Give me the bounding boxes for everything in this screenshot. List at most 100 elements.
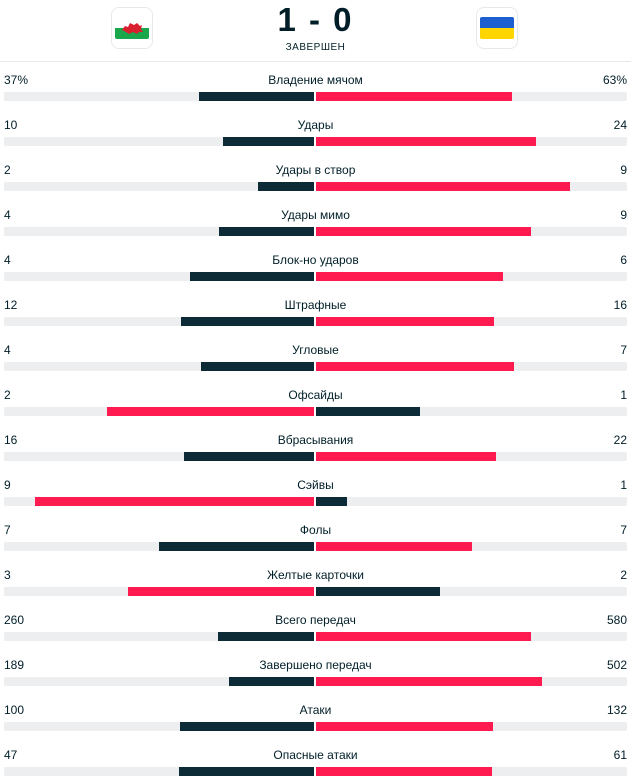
home-stat-value: 12	[4, 298, 18, 312]
stat-row: 3 Желтые карточки 2	[0, 557, 631, 602]
home-stat-value: 47	[4, 748, 18, 762]
stat-label: Фолы	[299, 523, 332, 537]
away-bar-track	[316, 272, 627, 281]
home-bar-track	[4, 362, 314, 371]
away-bar-track	[316, 722, 627, 731]
stat-label: Желтые карточки	[267, 568, 364, 582]
home-stat-value: 10	[4, 118, 18, 132]
stat-label: Завершено передач	[259, 658, 372, 672]
away-bar-track	[316, 362, 627, 371]
away-bar-track	[316, 767, 627, 776]
home-stat-bar	[183, 452, 314, 461]
home-stat-value: 4	[4, 208, 11, 222]
away-stat-bar	[316, 677, 542, 686]
away-bar-track	[316, 407, 627, 416]
home-bar-track	[4, 497, 314, 506]
away-stat-value: 63%	[602, 73, 627, 87]
away-bar-track	[316, 677, 627, 686]
stat-label: Сэйвы	[297, 478, 334, 492]
stat-label: Атаки	[299, 703, 332, 717]
away-stat-bar	[316, 587, 441, 596]
away-bar-track	[316, 182, 627, 191]
home-stat-value: 3	[4, 568, 11, 582]
home-bar-track	[4, 632, 314, 641]
away-stat-value: 502	[606, 658, 627, 672]
away-stat-bar	[316, 182, 571, 191]
away-stat-value: 6	[620, 253, 627, 267]
home-stat-bar	[222, 137, 314, 146]
away-bar-track	[316, 227, 627, 236]
match-header: 1 - 0 ЗАВЕРШЕН	[0, 0, 631, 62]
away-stat-value: 7	[620, 523, 627, 537]
stat-row: 16 Вбрасывания 22	[0, 422, 631, 467]
home-stat-value: 9	[4, 478, 11, 492]
stat-row: 9 Сэйвы 1	[0, 467, 631, 512]
stat-label: Удары в створ	[275, 163, 356, 177]
home-bar-track	[4, 272, 314, 281]
home-stat-value: 37%	[4, 73, 29, 87]
stat-label: Штрафные	[284, 298, 347, 312]
stat-row: 7 Фолы 7	[0, 512, 631, 557]
home-stat-bar	[190, 272, 314, 281]
stat-row: 10 Удары 24	[0, 107, 631, 152]
away-stat-value: 1	[620, 478, 627, 492]
stat-label: Угловые	[292, 343, 339, 357]
home-stat-value: 4	[4, 343, 11, 357]
away-bar-track	[316, 632, 627, 641]
ukraine-flag-icon	[480, 17, 514, 39]
away-stat-bar	[316, 632, 531, 641]
stat-row: 47 Опасные атаки 61	[0, 737, 631, 782]
away-stat-bar	[316, 542, 472, 551]
away-bar-track	[316, 542, 627, 551]
stat-label: Удары	[297, 118, 334, 132]
away-stat-bar	[316, 362, 514, 371]
wales-flag-icon	[115, 17, 149, 39]
away-stat-value: 9	[620, 163, 627, 177]
match-score: 1 - 0	[277, 1, 354, 38]
away-stat-value: 132	[606, 703, 627, 717]
home-stat-bar	[201, 362, 314, 371]
away-stat-bar	[316, 452, 497, 461]
stat-label: Всего передач	[275, 613, 356, 627]
home-team-flag[interactable]	[111, 7, 153, 49]
home-stat-bar	[35, 497, 314, 506]
home-stat-bar	[257, 182, 314, 191]
home-stat-bar	[159, 542, 314, 551]
away-bar-track	[316, 137, 627, 146]
away-stat-bar	[316, 137, 536, 146]
away-stat-value: 1	[620, 388, 627, 402]
home-bar-track	[4, 542, 314, 551]
away-bar-track	[316, 587, 627, 596]
stat-label: Владение мячом	[268, 73, 363, 87]
away-stat-value: 24	[613, 118, 627, 132]
home-stat-bar	[229, 677, 314, 686]
home-bar-track	[4, 767, 314, 776]
stat-label: Офсайды	[288, 388, 343, 402]
away-bar-track	[316, 497, 627, 506]
stat-row: 100 Атаки 132	[0, 692, 631, 737]
stat-row: 260 Всего передач 580	[0, 602, 631, 647]
home-stat-value: 260	[4, 613, 25, 627]
away-bar-track	[316, 317, 627, 326]
home-stat-bar	[199, 92, 314, 101]
away-bar-track	[316, 452, 627, 461]
home-stat-bar	[128, 587, 314, 596]
away-stat-value: 580	[606, 613, 627, 627]
stat-row: 12 Штрафные 16	[0, 287, 631, 332]
home-bar-track	[4, 677, 314, 686]
stat-row: 4 Блок-но ударов 6	[0, 242, 631, 287]
away-stat-value: 16	[613, 298, 627, 312]
home-stat-value: 4	[4, 253, 11, 267]
home-stat-value: 7	[4, 523, 11, 537]
home-stat-value: 189	[4, 658, 25, 672]
home-stat-bar	[217, 632, 314, 641]
home-bar-track	[4, 452, 314, 461]
away-stat-bar	[316, 92, 512, 101]
stat-label: Удары мимо	[281, 208, 350, 222]
home-stat-bar	[218, 227, 314, 236]
home-bar-track	[4, 407, 314, 416]
away-bar-track	[316, 92, 627, 101]
home-bar-track	[4, 182, 314, 191]
away-team-flag[interactable]	[476, 7, 518, 49]
home-stat-bar	[107, 407, 314, 416]
